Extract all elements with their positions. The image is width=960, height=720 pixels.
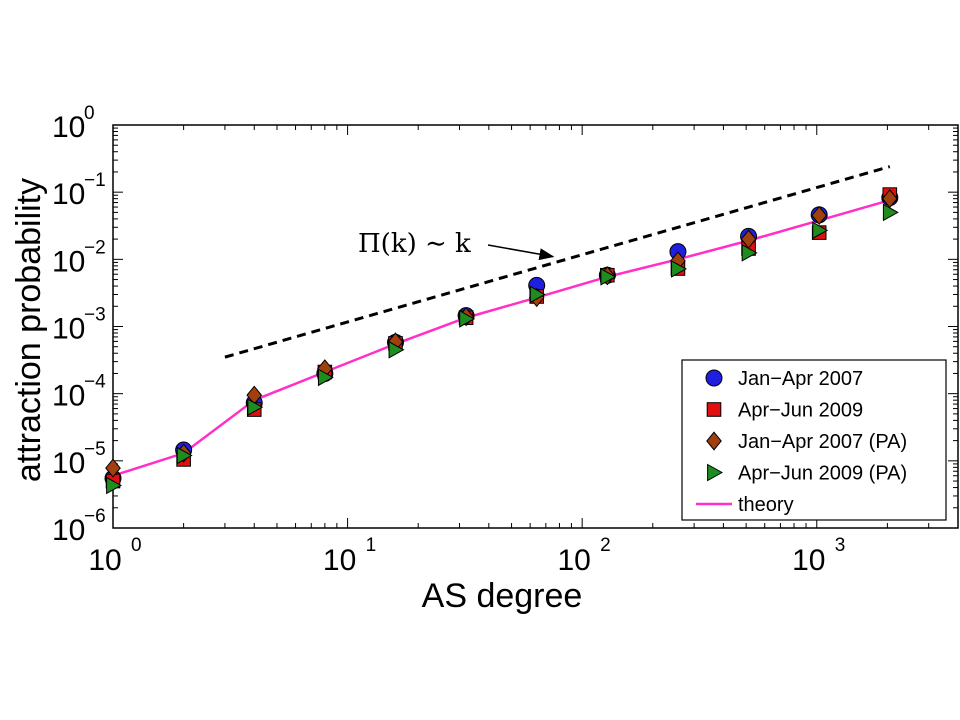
- legend-label: theory: [738, 494, 794, 516]
- point-series-3: [106, 476, 123, 495]
- y-tick-exponent: −6: [84, 506, 106, 527]
- point-series-3: [459, 309, 476, 328]
- y-tick-exponent: −1: [84, 170, 106, 191]
- y-tick-exponent: −2: [84, 237, 106, 258]
- x-tick-exponent: 2: [600, 535, 611, 556]
- x-tick-exponent: 1: [366, 535, 377, 556]
- y-tick-label: 10: [52, 178, 85, 211]
- data-points: [104, 187, 899, 495]
- y-tick-label: 10: [52, 111, 85, 144]
- point-series-3: [176, 446, 193, 465]
- x-tick-exponent: 0: [131, 535, 142, 556]
- point-series-2: [811, 205, 828, 226]
- legend: Jan−Apr 2007 Apr−Jun 2009 Jan−Apr 2007 (PA…: [681, 359, 947, 521]
- y-tick-label: 10: [52, 380, 85, 413]
- y-tick-label: 10: [52, 245, 85, 278]
- point-series-3: [529, 285, 546, 304]
- x-tick-label: 10: [792, 544, 825, 577]
- point-series-3: [671, 260, 687, 278]
- y-tick-label: 10: [52, 447, 85, 480]
- y-tick-label: 10: [52, 313, 85, 346]
- legend-label: Apr−Jun 2009: [738, 400, 863, 422]
- legend-label: Apr−Jun 2009 (PA): [738, 463, 907, 485]
- x-axis-label: AS degree: [422, 577, 583, 615]
- x-tick-exponent: 3: [835, 535, 846, 556]
- point-series-3: [247, 398, 264, 416]
- legend-marker: [706, 402, 722, 417]
- reference-line: [224, 165, 891, 359]
- legend-marker: [705, 369, 723, 387]
- reference-line-group: [224, 165, 891, 359]
- y-axis-label: attraction probability: [10, 178, 48, 482]
- theory-line: [112, 198, 891, 477]
- x-tick-label: 10: [323, 544, 356, 577]
- point-series-3: [882, 203, 899, 222]
- annotation-group: Π(k) ∼ k: [358, 229, 555, 261]
- legend-label: Jan−Apr 2007 (PA): [738, 431, 907, 453]
- y-tick-exponent: −5: [84, 439, 106, 460]
- point-series-3: [317, 368, 334, 387]
- legend-label: Jan−Apr 2007: [738, 368, 863, 390]
- x-tick-label: 10: [557, 544, 590, 577]
- point-series-2: [105, 458, 121, 478]
- x-tick-label: 10: [88, 544, 121, 577]
- y-tick-exponent: 0: [84, 103, 95, 124]
- y-tick-label: 10: [52, 514, 85, 547]
- legend-box: [681, 359, 947, 521]
- theory-line-group: [112, 198, 891, 477]
- legend-marker: [707, 463, 724, 482]
- legend-marker: [706, 431, 722, 451]
- point-series-3: [600, 267, 617, 286]
- y-tick-exponent: −4: [84, 372, 106, 393]
- point-series-3: [388, 340, 405, 359]
- x-tick-labels: 10 0 10 1 10 2 10 3: [88, 535, 845, 577]
- point-series-3: [812, 221, 829, 240]
- y-tick-exponent: −3: [84, 305, 106, 326]
- point-series-3: [741, 243, 758, 262]
- annotation-text: Π(k) ∼ k: [358, 229, 471, 259]
- annotation-arrow: [487, 244, 555, 261]
